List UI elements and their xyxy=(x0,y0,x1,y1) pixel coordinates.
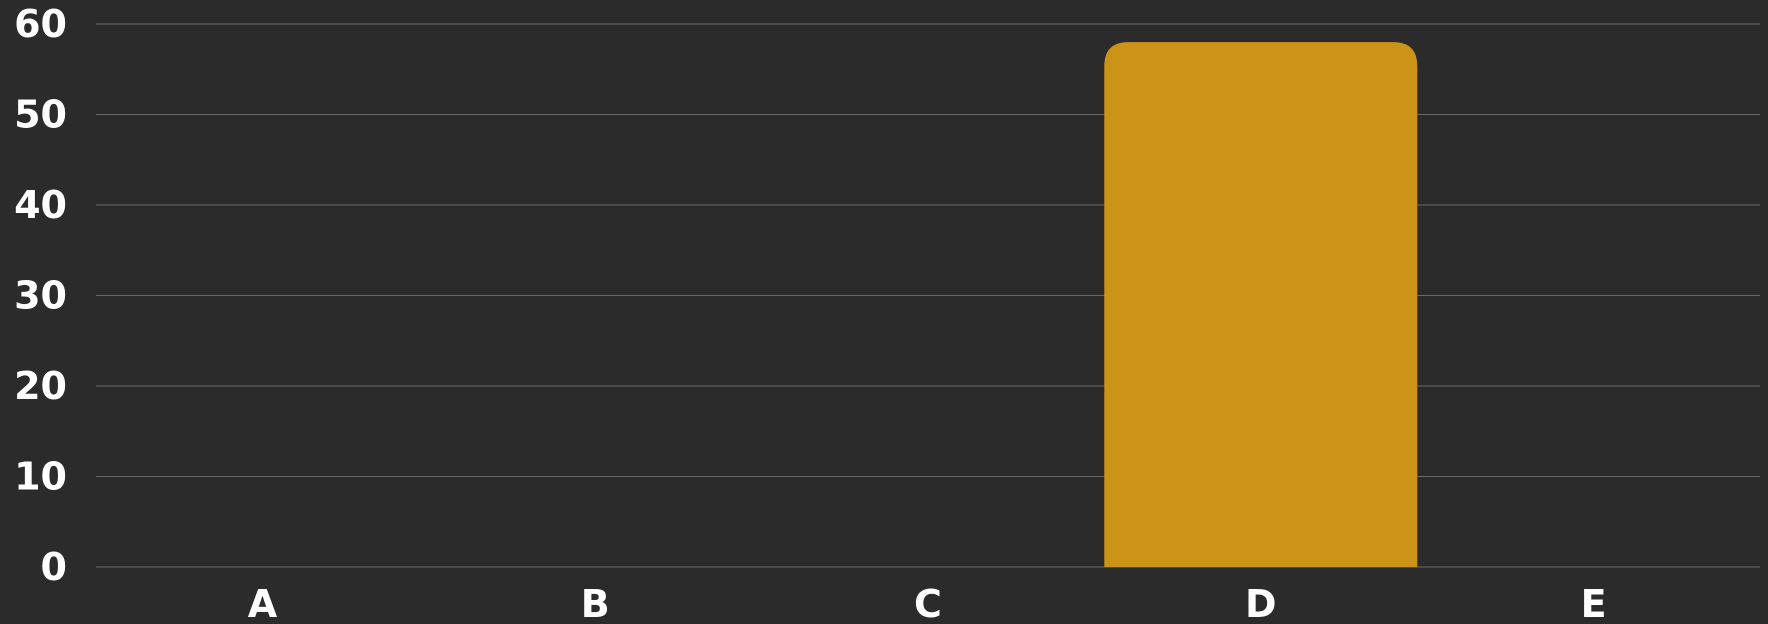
y-tick-label: 60 xyxy=(14,2,67,46)
y-tick-label: 0 xyxy=(41,545,67,589)
x-tick-label: C xyxy=(914,582,942,624)
x-tick-label: E xyxy=(1581,582,1607,624)
y-tick-label: 20 xyxy=(14,364,67,408)
bar-D xyxy=(1104,42,1418,568)
y-axis-tick-labels: 0 10 20 30 40 50 60 xyxy=(14,2,67,589)
x-axis-tick-labels: A B C D E xyxy=(248,582,1607,624)
y-tick-label: 40 xyxy=(14,183,67,227)
bars xyxy=(1104,42,1418,568)
y-tick-label: 10 xyxy=(14,455,67,499)
y-tick-label: 30 xyxy=(14,274,67,318)
x-tick-label: B xyxy=(581,582,610,624)
y-tick-label: 50 xyxy=(14,93,67,137)
x-tick-label: D xyxy=(1245,582,1277,624)
x-tick-label: A xyxy=(248,582,278,624)
grid-lines xyxy=(96,23,1760,568)
